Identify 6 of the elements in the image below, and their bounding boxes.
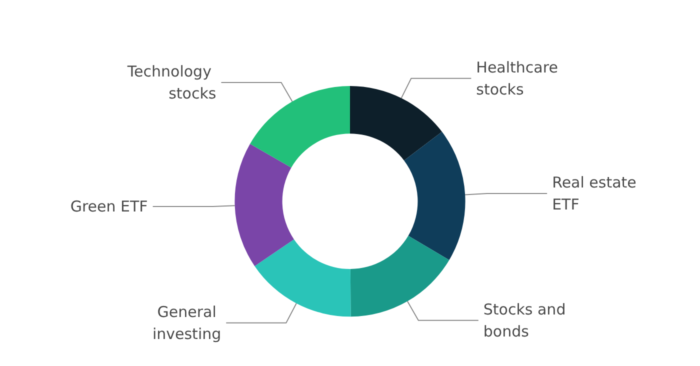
slice-label: Real estate ETF (552, 174, 642, 214)
slice-label: General investing (152, 302, 222, 343)
slice-label: Healthcare stocks (476, 58, 563, 98)
slice-label: Stocks and bonds (483, 300, 570, 340)
slice-label: Technology stocks (126, 62, 216, 102)
slice-label: Green ETF (70, 197, 148, 216)
